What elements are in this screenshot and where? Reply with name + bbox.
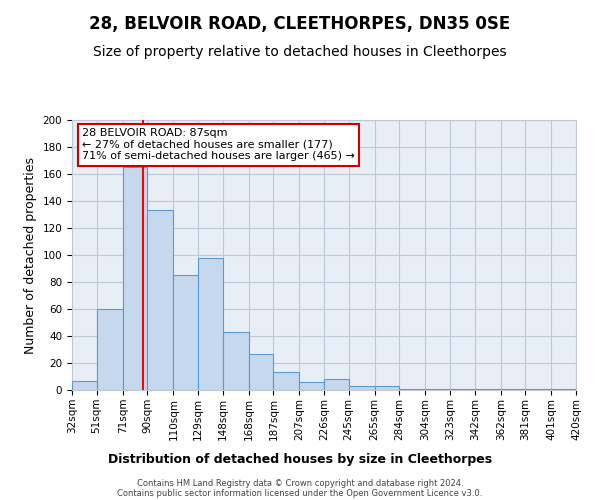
Text: Distribution of detached houses by size in Cleethorpes: Distribution of detached houses by size … [108,452,492,466]
Bar [299,382,324,390]
Bar [400,388,425,390]
Bar [500,388,526,390]
Bar [324,379,349,390]
Bar [576,388,600,390]
Text: Contains HM Land Registry data © Crown copyright and database right 2024.: Contains HM Land Registry data © Crown c… [137,478,463,488]
Text: 28, BELVOIR ROAD, CLEETHORPES, DN35 0SE: 28, BELVOIR ROAD, CLEETHORPES, DN35 0SE [89,15,511,33]
Bar [148,210,173,390]
Bar [274,372,299,390]
Bar [223,332,248,390]
Bar [450,388,475,390]
Y-axis label: Number of detached properties: Number of detached properties [24,156,37,354]
Bar [97,309,122,390]
Bar [72,380,97,390]
Bar [173,275,198,390]
Text: Contains public sector information licensed under the Open Government Licence v3: Contains public sector information licen… [118,488,482,498]
Bar [551,388,576,390]
Bar [349,386,374,390]
Bar [425,388,450,390]
Text: 28 BELVOIR ROAD: 87sqm
← 27% of detached houses are smaller (177)
71% of semi-de: 28 BELVOIR ROAD: 87sqm ← 27% of detached… [82,128,355,162]
Bar [248,354,274,390]
Bar [122,167,148,390]
Bar [198,258,223,390]
Bar [374,386,400,390]
Text: Size of property relative to detached houses in Cleethorpes: Size of property relative to detached ho… [93,45,507,59]
Bar [475,388,500,390]
Bar [526,388,551,390]
